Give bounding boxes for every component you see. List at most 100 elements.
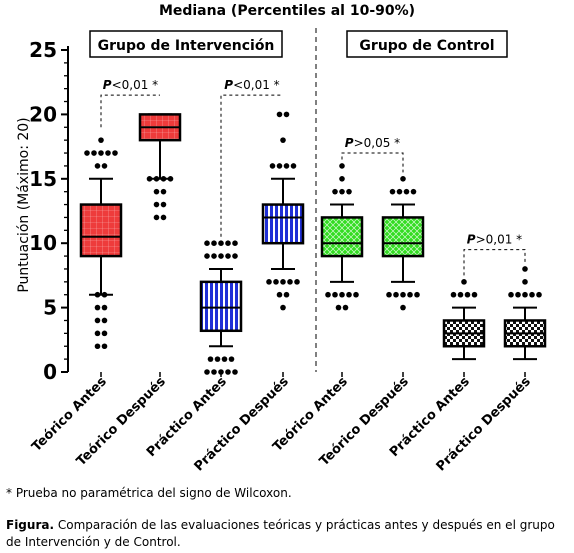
outlier-point bbox=[414, 291, 420, 298]
outlier-point bbox=[269, 163, 276, 169]
outlier-point bbox=[464, 291, 471, 298]
outlier-point bbox=[287, 279, 293, 285]
outlier-point bbox=[101, 291, 108, 298]
outlier-point bbox=[280, 279, 286, 285]
outlier-point bbox=[211, 240, 217, 246]
outlier-point bbox=[98, 137, 104, 143]
p-value-label: P<0,01 * bbox=[103, 78, 158, 92]
p-value: <0,01 * bbox=[233, 78, 280, 92]
annotations: P<0,01 * P<0,01 *P>0,05 *P>0,01 * bbox=[100, 78, 526, 276]
outlier-point bbox=[112, 150, 118, 156]
p-symbol: P bbox=[224, 78, 233, 92]
outlier-point bbox=[508, 291, 514, 298]
box-body bbox=[79, 203, 123, 258]
y-tick-label: 20 bbox=[29, 102, 57, 126]
outlier-point bbox=[146, 176, 153, 182]
outlier-point bbox=[290, 163, 297, 169]
outlier-point bbox=[276, 163, 283, 169]
outlier-point bbox=[94, 343, 101, 350]
group-label-box-intervention bbox=[89, 30, 283, 58]
outlier-point bbox=[529, 291, 535, 298]
caption-text: Comparación de las evaluaciones teóricas… bbox=[6, 518, 555, 549]
outlier-point bbox=[280, 304, 286, 311]
outlier-point bbox=[339, 176, 345, 182]
significance-bracket-4: P>0,01 * bbox=[463, 233, 526, 276]
outlier-point bbox=[98, 150, 104, 156]
box-1 bbox=[79, 137, 123, 350]
box-body bbox=[261, 203, 305, 245]
outlier-point bbox=[232, 240, 238, 246]
outlier-point bbox=[153, 214, 160, 221]
outlier-point bbox=[101, 163, 108, 169]
group-label-box-control bbox=[346, 30, 508, 58]
outlier-point bbox=[84, 150, 90, 156]
outlier-point bbox=[153, 176, 160, 182]
p-symbol: P bbox=[345, 136, 354, 150]
footnote: * Prueba no paramétrica del signo de Wil… bbox=[6, 486, 292, 500]
outlier-point bbox=[522, 266, 528, 272]
significance-bracket-3: P>0,05 * bbox=[341, 136, 404, 173]
y-tick-label: 15 bbox=[29, 167, 57, 191]
outlier-point bbox=[393, 291, 399, 298]
group-labels: Grupo de Intervención Grupo de Control bbox=[89, 30, 508, 58]
outlier-point bbox=[280, 137, 286, 143]
p-value-label: P>0,01 * bbox=[467, 233, 522, 247]
p-value: <0,01 * bbox=[112, 78, 159, 92]
outlier-point bbox=[400, 291, 406, 298]
outlier-point bbox=[225, 253, 231, 259]
outlier-point bbox=[211, 369, 217, 375]
outlier-point bbox=[342, 304, 349, 311]
caption-label: Figura. bbox=[6, 518, 55, 532]
box-plot-chart: Mediana (Percentiles al 10-90%) Grupo de… bbox=[16, 3, 547, 474]
group-label-control: Grupo de Control bbox=[359, 38, 494, 54]
outlier-point bbox=[218, 253, 224, 259]
outlier-point bbox=[276, 291, 283, 298]
y-tick-label: 0 bbox=[43, 360, 57, 384]
significance-bracket-2: P<0,01 * bbox=[220, 78, 283, 237]
outlier-point bbox=[339, 188, 345, 195]
outlier-point bbox=[211, 253, 217, 259]
outlier-point bbox=[536, 291, 542, 298]
axes: 0 5 10 15 20 25 bbox=[29, 38, 69, 384]
outlier-point bbox=[94, 163, 101, 169]
outlier-point bbox=[160, 176, 167, 182]
outlier-point bbox=[276, 111, 283, 118]
outlier-point bbox=[335, 304, 342, 311]
p-symbol: P bbox=[103, 78, 112, 92]
outlier-point bbox=[218, 240, 224, 246]
significance-bracket-1: P<0,01 * bbox=[100, 78, 160, 128]
outlier-point bbox=[389, 188, 396, 195]
bracket-line bbox=[341, 152, 404, 173]
outlier-point bbox=[283, 111, 290, 118]
outlier-point bbox=[325, 291, 331, 298]
outlier-point bbox=[346, 188, 352, 195]
box-4 bbox=[261, 111, 305, 311]
outlier-point bbox=[515, 291, 521, 298]
outlier-point bbox=[396, 188, 403, 195]
outlier-point bbox=[160, 214, 167, 221]
p-symbol: P bbox=[467, 233, 476, 247]
box-body bbox=[381, 216, 425, 258]
outlier-point bbox=[471, 291, 478, 298]
outlier-point bbox=[400, 304, 406, 311]
p-value: >0,05 * bbox=[354, 136, 401, 150]
outlier-point bbox=[94, 291, 101, 298]
outlier-point bbox=[294, 279, 300, 285]
outlier-point bbox=[204, 240, 210, 246]
outlier-point bbox=[228, 356, 235, 362]
outlier-point bbox=[221, 356, 228, 362]
outlier-point bbox=[105, 150, 111, 156]
outlier-point bbox=[207, 356, 214, 362]
box-7 bbox=[442, 279, 486, 361]
y-axis-label: Puntuación (Máximo: 20) bbox=[16, 117, 32, 292]
outlier-point bbox=[225, 369, 231, 375]
outlier-point bbox=[232, 369, 238, 375]
outlier-point bbox=[339, 291, 345, 298]
outlier-point bbox=[353, 291, 359, 298]
outlier-point bbox=[94, 330, 101, 337]
outlier-point bbox=[225, 240, 231, 246]
figure-caption: Figura. Comparación de las evaluaciones … bbox=[6, 517, 568, 551]
outlier-point bbox=[283, 163, 290, 169]
outlier-point bbox=[153, 188, 160, 195]
